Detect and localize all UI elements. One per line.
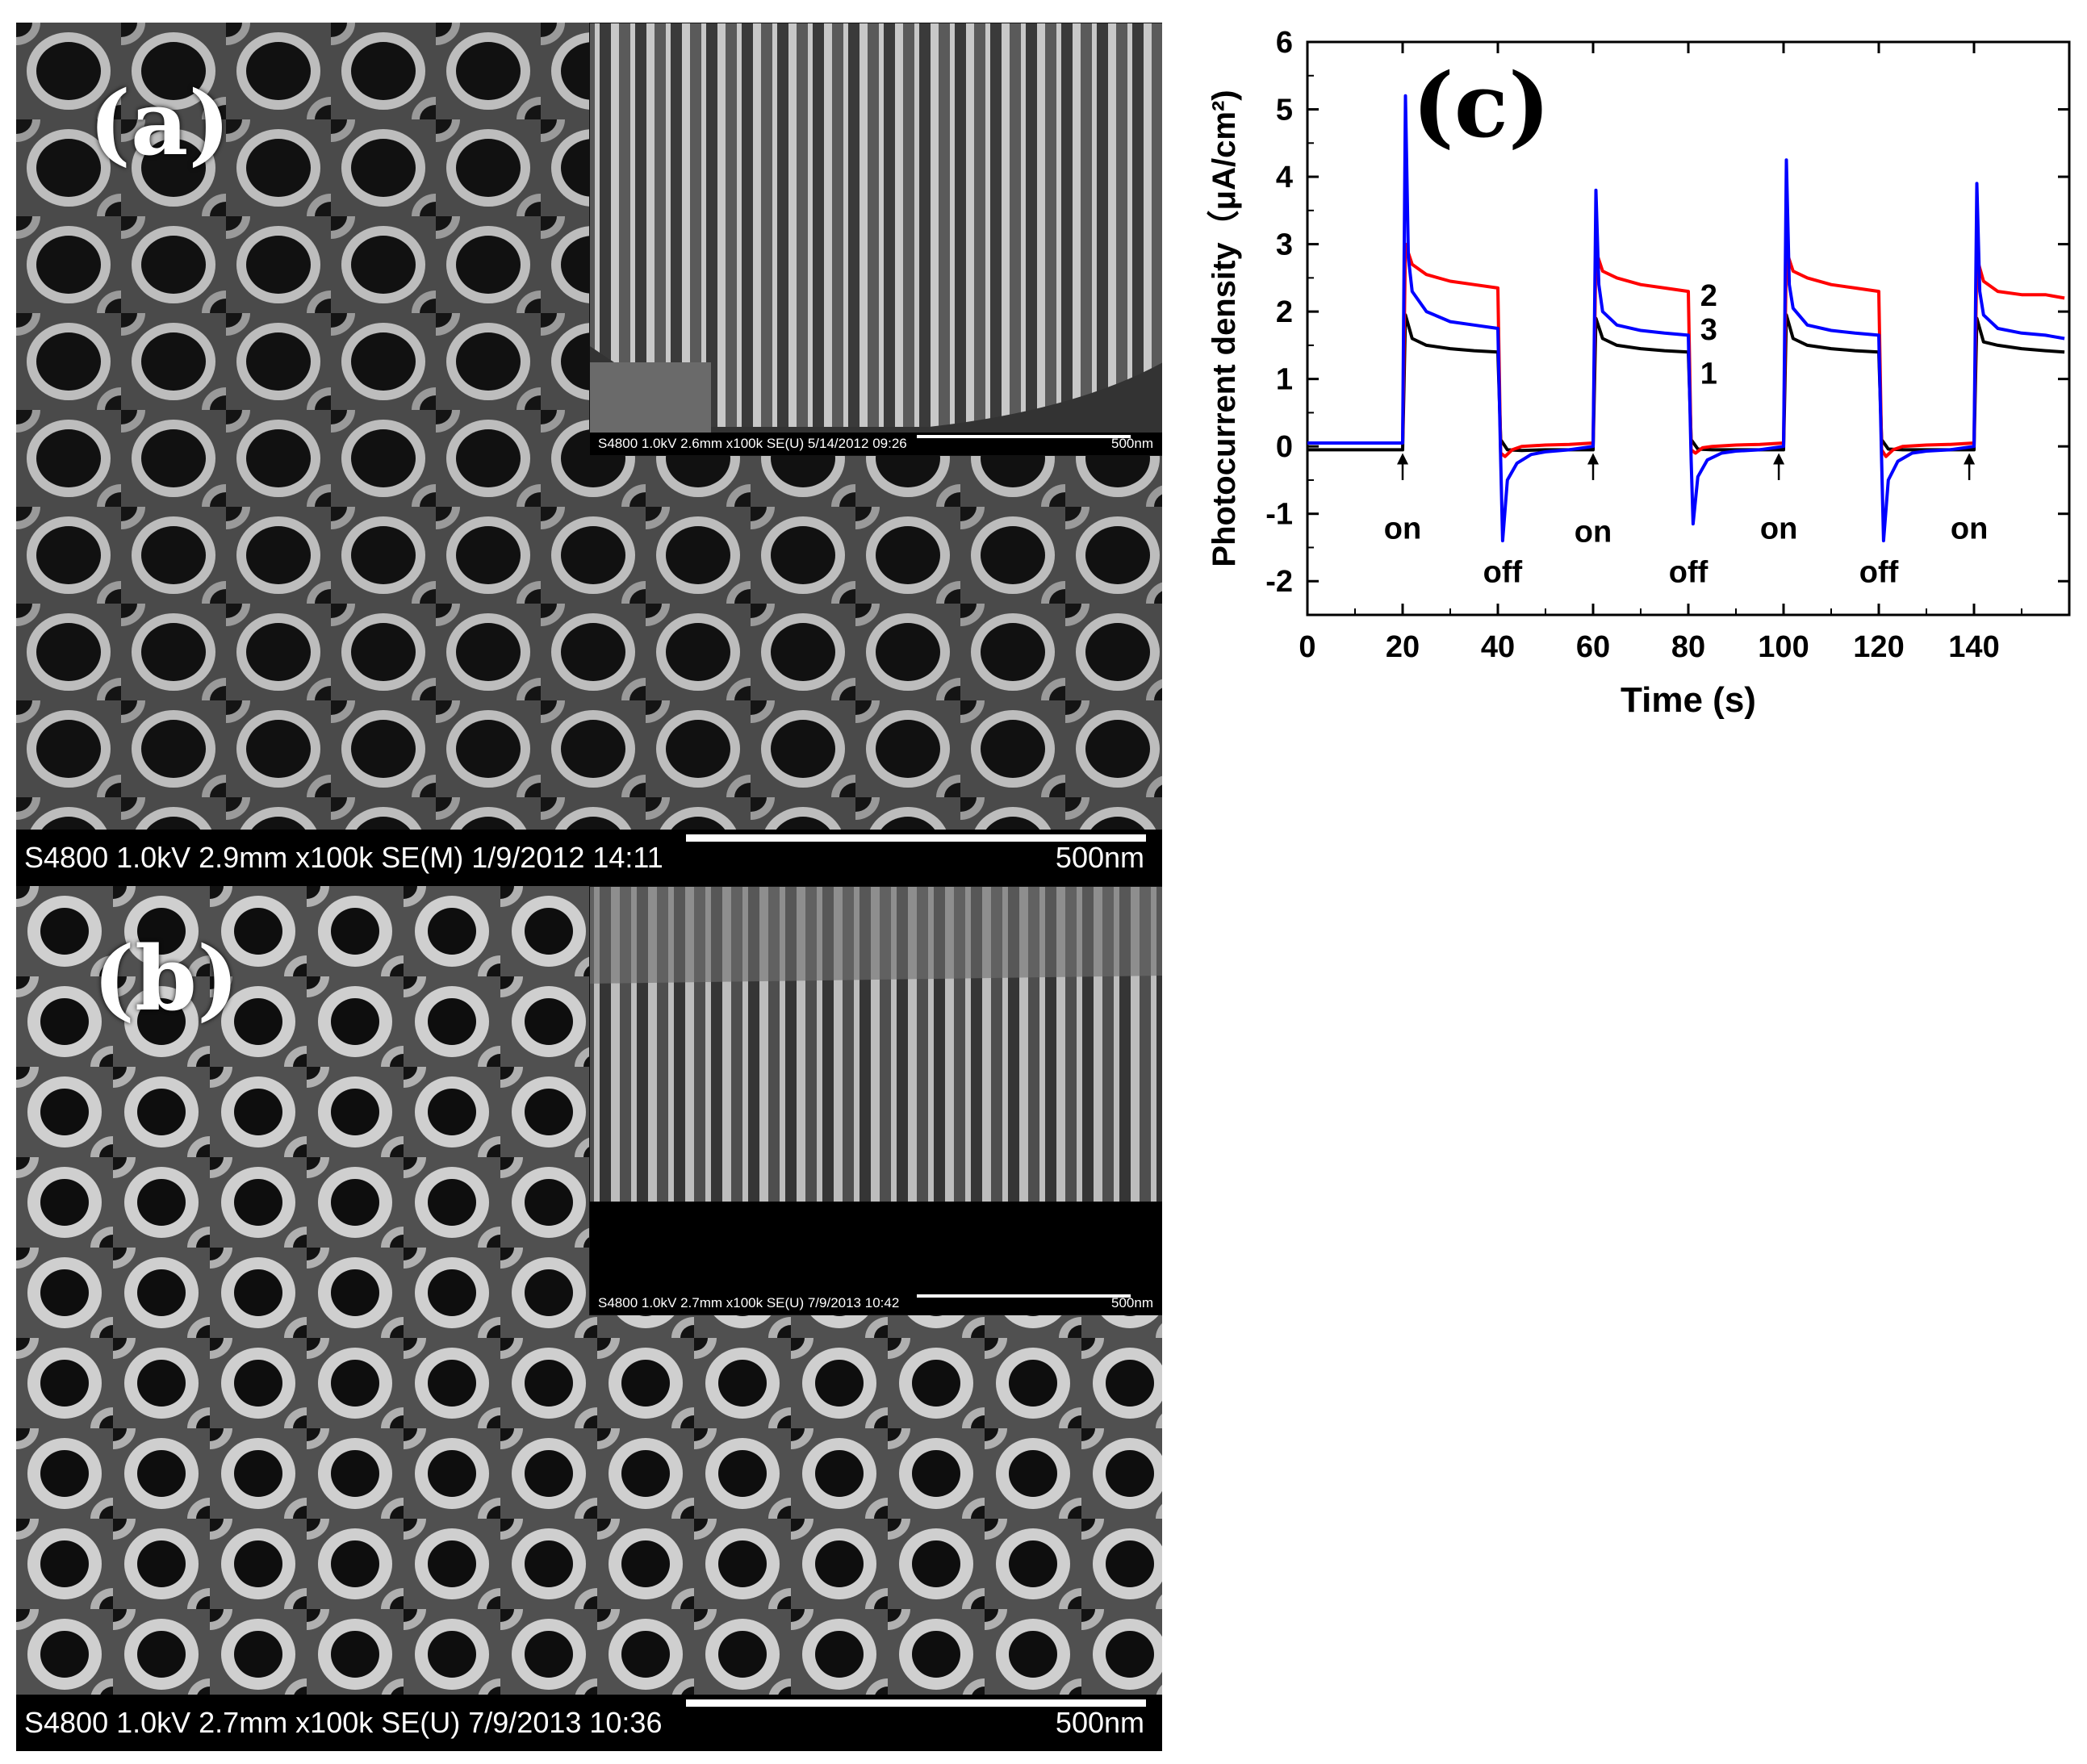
x-tick-label-6: 120 bbox=[1853, 630, 1904, 664]
y-tick-label-1: -1 bbox=[1265, 498, 1293, 532]
annotation-arrowhead-0 bbox=[1397, 453, 1408, 465]
y-tick-label-4: 2 bbox=[1276, 295, 1293, 329]
annotation-on-0: on bbox=[1384, 512, 1421, 546]
sem-panel-a: (a) S4800 1.0kV 2.6mm x100k SE(U) 5/14/2… bbox=[16, 23, 1162, 886]
y-tick-label-2: 0 bbox=[1276, 430, 1293, 464]
scale-label-b: 500nm bbox=[1055, 1706, 1144, 1739]
y-axis-label: Photocurrent density（μA/cm²) bbox=[1207, 90, 1242, 566]
y-tick-label-6: 4 bbox=[1276, 161, 1293, 194]
y-tick-label-8: 6 bbox=[1276, 26, 1293, 60]
sem-panel-b: (b) S4800 1.0kV 2.7mm x100k SE(U) 7/9/20… bbox=[16, 886, 1162, 1751]
x-tick-label-2: 40 bbox=[1481, 630, 1515, 664]
panel-label-c: (c) bbox=[1412, 53, 1550, 157]
y-tick-label-5: 3 bbox=[1276, 228, 1293, 262]
series-label-1: 1 bbox=[1700, 357, 1717, 391]
info-bar-b: S4800 1.0kV 2.7mm x100k SE(U) 7/9/2013 1… bbox=[16, 1695, 1162, 1751]
x-tick-label-3: 60 bbox=[1576, 630, 1610, 664]
y-tick-label-3: 1 bbox=[1276, 363, 1293, 397]
annotation-on-4: on bbox=[1760, 512, 1797, 546]
annotation-on-6: on bbox=[1951, 512, 1988, 546]
annotation-arrowhead-4 bbox=[1773, 453, 1785, 465]
annotation-arrowhead-2 bbox=[1587, 453, 1599, 465]
inset-info-text-a: S4800 1.0kV 2.6mm x100k SE(U) 5/14/2012 … bbox=[598, 436, 907, 451]
annotation-off-3: off bbox=[1669, 556, 1708, 590]
scale-bar-b bbox=[686, 1699, 1146, 1707]
inset-scale-bar-b bbox=[917, 1294, 1131, 1298]
x-axis-label: Time (s) bbox=[1621, 680, 1756, 720]
series-label-3: 3 bbox=[1700, 313, 1717, 347]
inset-info-bar-b: S4800 1.0kV 2.7mm x100k SE(U) 7/9/2013 1… bbox=[590, 1292, 1162, 1315]
annotation-on-2: on bbox=[1575, 516, 1612, 550]
annotation-off-1: off bbox=[1483, 556, 1523, 590]
y-tick-label-0: -2 bbox=[1265, 565, 1293, 599]
series-label-2: 2 bbox=[1700, 279, 1717, 313]
scale-label-a: 500nm bbox=[1055, 841, 1144, 874]
panel-label-b: (b) bbox=[93, 926, 240, 1030]
scale-bar-a bbox=[686, 834, 1146, 842]
panel-label-a: (a) bbox=[89, 71, 231, 175]
annotation-arrowhead-6 bbox=[1964, 453, 1976, 465]
inset-texture-a bbox=[590, 23, 1162, 455]
x-tick-label-1: 20 bbox=[1386, 630, 1420, 664]
inset-info-text-b: S4800 1.0kV 2.7mm x100k SE(U) 7/9/2013 1… bbox=[598, 1295, 900, 1310]
inset-scale-bar-a bbox=[917, 435, 1131, 438]
inset-scale-label-a: 500nm bbox=[1111, 436, 1153, 451]
annotation-off-5: off bbox=[1859, 556, 1899, 590]
y-tick-label-7: 5 bbox=[1276, 94, 1293, 127]
inset-texture-b bbox=[590, 887, 1162, 1315]
inset-scale-label-b: 500nm bbox=[1111, 1295, 1153, 1310]
inset-info-bar-a: S4800 1.0kV 2.6mm x100k SE(U) 5/14/2012 … bbox=[590, 433, 1162, 455]
info-text-b: S4800 1.0kV 2.7mm x100k SE(U) 7/9/2013 1… bbox=[24, 1706, 663, 1739]
sem-inset-b: S4800 1.0kV 2.7mm x100k SE(U) 7/9/2013 1… bbox=[589, 886, 1162, 1315]
series-line-3 bbox=[1307, 94, 2065, 543]
sem-inset-a: S4800 1.0kV 2.6mm x100k SE(U) 5/14/2012 … bbox=[589, 23, 1162, 456]
x-tick-label-4: 80 bbox=[1671, 630, 1705, 664]
info-bar-a: S4800 1.0kV 2.9mm x100k SE(M) 1/9/2012 1… bbox=[16, 830, 1162, 886]
x-tick-label-7: 140 bbox=[1948, 630, 1999, 664]
x-tick-label-0: 0 bbox=[1299, 630, 1315, 664]
photocurrent-chart: 0 20 40 60 80 100 120 140 -2 -1 0 1 2 3 4 5 6 Time (s) Pho… bbox=[1178, 16, 2087, 742]
x-tick-label-5: 100 bbox=[1758, 630, 1809, 664]
info-text-a: S4800 1.0kV 2.9mm x100k SE(M) 1/9/2012 1… bbox=[24, 841, 663, 874]
